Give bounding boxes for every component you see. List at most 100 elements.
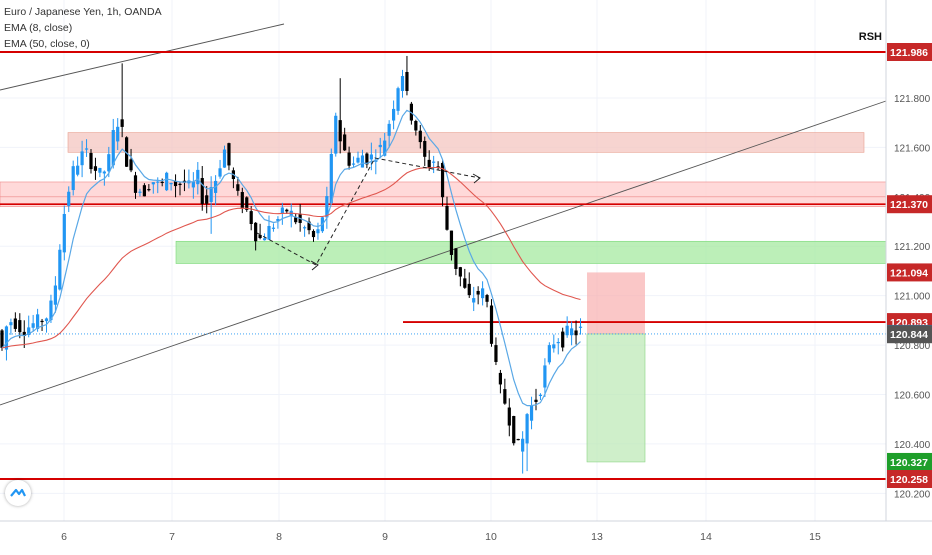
stop-loss-box <box>587 272 645 334</box>
candle-body <box>369 154 373 160</box>
price-label-text: 120.258 <box>890 474 928 486</box>
candle-body <box>200 178 204 204</box>
candle-body <box>351 163 356 165</box>
candle-body <box>116 126 120 142</box>
ema-slow-label[interactable]: EMA (50, close, 0) <box>4 38 90 50</box>
candle-body <box>396 88 400 111</box>
candle-body <box>458 267 462 277</box>
candle-body <box>472 298 476 303</box>
candle-body <box>71 166 75 191</box>
price-label-box <box>887 263 932 282</box>
candle-body <box>556 341 560 344</box>
candle-body <box>142 185 146 197</box>
candle-body <box>294 217 298 223</box>
trend-line-lower <box>0 100 887 406</box>
candle-body <box>31 323 35 328</box>
time-axis-label: 8 <box>276 531 282 543</box>
candle-body <box>27 327 31 335</box>
candle-body <box>574 330 578 336</box>
candle-body <box>512 416 516 444</box>
tradingview-logo-icon[interactable] <box>5 480 31 506</box>
candle-body <box>570 328 574 336</box>
price-axis-tick-label: 120.400 <box>894 440 931 451</box>
candle-body <box>262 238 267 241</box>
candle-body <box>356 157 360 163</box>
dashed-pattern-path <box>256 157 481 266</box>
candle-body <box>534 399 538 402</box>
chart-legend: Euro / Japanese Yen, 1h, OANDA EMA (8, c… <box>4 4 162 52</box>
price-label-box <box>887 325 932 344</box>
time-axis-label: 6 <box>61 531 67 543</box>
candle-body <box>249 211 253 224</box>
candle-body <box>240 192 244 208</box>
ema-fast-label[interactable]: EMA (8, close) <box>4 22 73 34</box>
candle-body <box>316 229 320 234</box>
candle-body <box>494 345 498 362</box>
price-label-box <box>887 43 932 61</box>
candle-body <box>40 320 44 323</box>
candle-body <box>378 144 382 148</box>
candle-body <box>440 162 445 198</box>
candle-body <box>311 230 316 238</box>
time-axis-label: 15 <box>809 531 821 543</box>
candle-body <box>18 320 22 333</box>
candle-body <box>196 169 200 185</box>
candle-body <box>387 123 391 136</box>
rsh-label: RSH <box>859 31 882 43</box>
candle-body <box>267 226 271 240</box>
candle-body <box>84 148 89 150</box>
candle-body <box>432 161 436 163</box>
price-axis-tick-label: 121.000 <box>894 292 931 303</box>
candle-body <box>405 71 409 91</box>
candle-body <box>454 248 458 269</box>
candle-body <box>165 172 169 191</box>
candle-body <box>334 115 338 154</box>
candle-body <box>102 171 106 174</box>
price-label-box <box>887 470 932 488</box>
candle-body <box>178 183 182 186</box>
support-zone <box>175 240 887 264</box>
candle-body <box>4 326 9 350</box>
candle-body <box>227 143 231 166</box>
price-axis-tick-label: 120.800 <box>894 341 931 352</box>
candle-body <box>325 196 329 218</box>
candle-body <box>285 209 289 212</box>
candle-body <box>120 119 124 127</box>
price-label-text: 121.370 <box>890 199 928 211</box>
time-axis-label: 7 <box>169 531 175 543</box>
candle-body <box>49 300 53 321</box>
candle-body <box>414 121 418 131</box>
candle-body <box>449 230 454 255</box>
price-label-box <box>887 452 932 471</box>
candle-body <box>89 152 93 170</box>
candle-body <box>245 197 249 210</box>
candle-body <box>400 76 405 91</box>
price-label-text: 120.844 <box>890 329 928 341</box>
time-axis-label: 14 <box>700 531 712 543</box>
candle-body <box>258 234 262 239</box>
candle-body <box>22 331 26 337</box>
candle-body <box>347 152 351 166</box>
arrowhead-2 <box>472 173 481 184</box>
candle-body <box>565 325 569 336</box>
candle-body <box>169 183 173 185</box>
candle-body <box>418 130 422 143</box>
time-axis-label: 10 <box>485 531 497 543</box>
candle-body <box>489 305 494 344</box>
price-axis-tick-label: 120.200 <box>894 489 931 500</box>
candle-body <box>338 120 342 142</box>
candle-body <box>538 394 543 397</box>
arrowhead-1 <box>310 260 319 271</box>
candle-body <box>543 365 547 388</box>
price-label-text: 120.327 <box>890 457 928 469</box>
candle-body <box>147 189 151 191</box>
symbol-title[interactable]: Euro / Japanese Yen, 1h, OANDA <box>4 6 162 18</box>
candle-body <box>138 191 142 193</box>
candle-body <box>467 283 471 296</box>
candle-body <box>53 285 57 305</box>
price-axis-tick-label: 121.200 <box>894 242 931 253</box>
candle-body <box>303 227 307 229</box>
